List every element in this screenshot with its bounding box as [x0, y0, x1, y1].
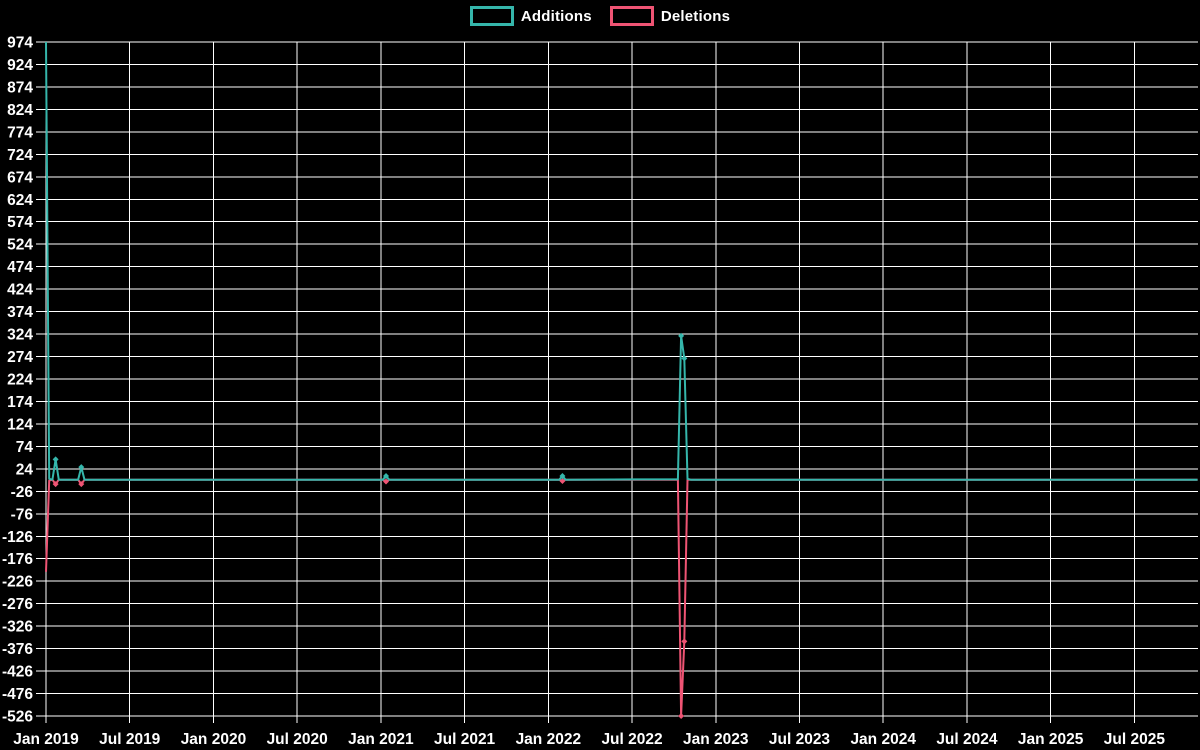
y-tick-label: 474 [7, 259, 33, 276]
deletions-line [45, 478, 1198, 717]
y-tick-label: -276 [2, 596, 33, 613]
x-tick-label: Jan 2025 [1018, 731, 1084, 748]
additions-point-marker [383, 473, 390, 480]
y-tick-label: -76 [11, 506, 34, 523]
additions-line [45, 41, 1198, 481]
y-tick-label: 224 [7, 372, 33, 389]
y-tick-label: 924 [7, 57, 33, 74]
y-tick-label: -476 [2, 686, 33, 703]
deletions-point-marker [383, 478, 390, 485]
y-tick-label: -426 [2, 664, 33, 681]
y-tick-label: -376 [2, 641, 33, 658]
y-tick-label: 324 [7, 327, 33, 344]
y-tick-label: 524 [7, 237, 33, 254]
y-tick-label: 24 [16, 461, 34, 478]
x-tick-label: Jan 2019 [13, 731, 79, 748]
legend-item-deletions[interactable]: Deletions [609, 6, 731, 26]
x-tick-label: Jan 2022 [516, 731, 582, 748]
x-tick-label: Jan 2023 [683, 731, 749, 748]
legend-label-deletions: Deletions [660, 7, 731, 25]
x-tick-label: Jan 2021 [348, 731, 414, 748]
y-tick-label: 424 [7, 282, 33, 299]
x-tick-label: Jul 2025 [1104, 731, 1166, 748]
y-tick-label: -126 [2, 529, 33, 546]
deletions-point-marker [78, 481, 85, 488]
x-tick-label: Jan 2024 [850, 731, 916, 748]
x-tick-label: Jul 2019 [99, 731, 161, 748]
y-tick-label: 74 [16, 439, 34, 456]
y-tick-label: 624 [7, 192, 33, 209]
y-tick-label: -526 [2, 709, 33, 726]
deletions-point-marker [559, 477, 566, 484]
y-tick-label: 824 [7, 102, 33, 119]
x-tick-label: Jan 2020 [181, 731, 247, 748]
deletions-swatch-icon [609, 6, 654, 26]
y-tick-label: 974 [7, 35, 33, 52]
deletions-point-marker [52, 481, 59, 488]
y-tick-label: 124 [7, 416, 33, 433]
y-tick-label: -26 [11, 484, 34, 501]
y-tick-label: 874 [7, 79, 33, 96]
y-tick-label: 724 [7, 147, 33, 164]
y-tick-label: 574 [7, 214, 33, 231]
y-tick-label: -176 [2, 551, 33, 568]
y-tick-label: 374 [7, 304, 33, 321]
additions-point-marker [678, 332, 685, 339]
y-tick-label: 774 [7, 124, 33, 141]
deletions-point-marker [681, 638, 688, 645]
y-tick-label: 674 [7, 169, 33, 186]
additions-point-marker [78, 464, 85, 471]
deletions-point-marker [678, 713, 685, 719]
y-tick-label: 174 [7, 394, 33, 411]
y-tick-label: 274 [7, 349, 33, 366]
x-tick-label: Jul 2024 [936, 731, 998, 748]
additions-point-marker [559, 473, 566, 480]
additions-point-marker [52, 456, 59, 463]
legend-label-additions: Additions [520, 7, 592, 25]
legend-item-additions[interactable]: Additions [469, 6, 592, 26]
additions-swatch-icon [469, 6, 514, 26]
y-tick-label: -326 [2, 619, 33, 636]
additions-point-marker [681, 355, 688, 362]
y-tick-label: -226 [2, 574, 33, 591]
x-tick-label: Jul 2023 [769, 731, 831, 748]
chart-legend: Additions Deletions [0, 6, 1200, 26]
x-tick-label: Jul 2020 [267, 731, 328, 748]
x-tick-label: Jul 2022 [601, 731, 662, 748]
x-tick-label: Jul 2021 [434, 731, 496, 748]
